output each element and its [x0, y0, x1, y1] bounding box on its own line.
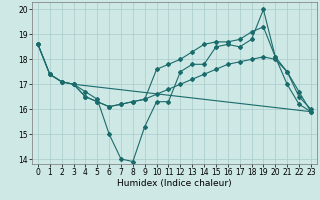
X-axis label: Humidex (Indice chaleur): Humidex (Indice chaleur) [117, 179, 232, 188]
